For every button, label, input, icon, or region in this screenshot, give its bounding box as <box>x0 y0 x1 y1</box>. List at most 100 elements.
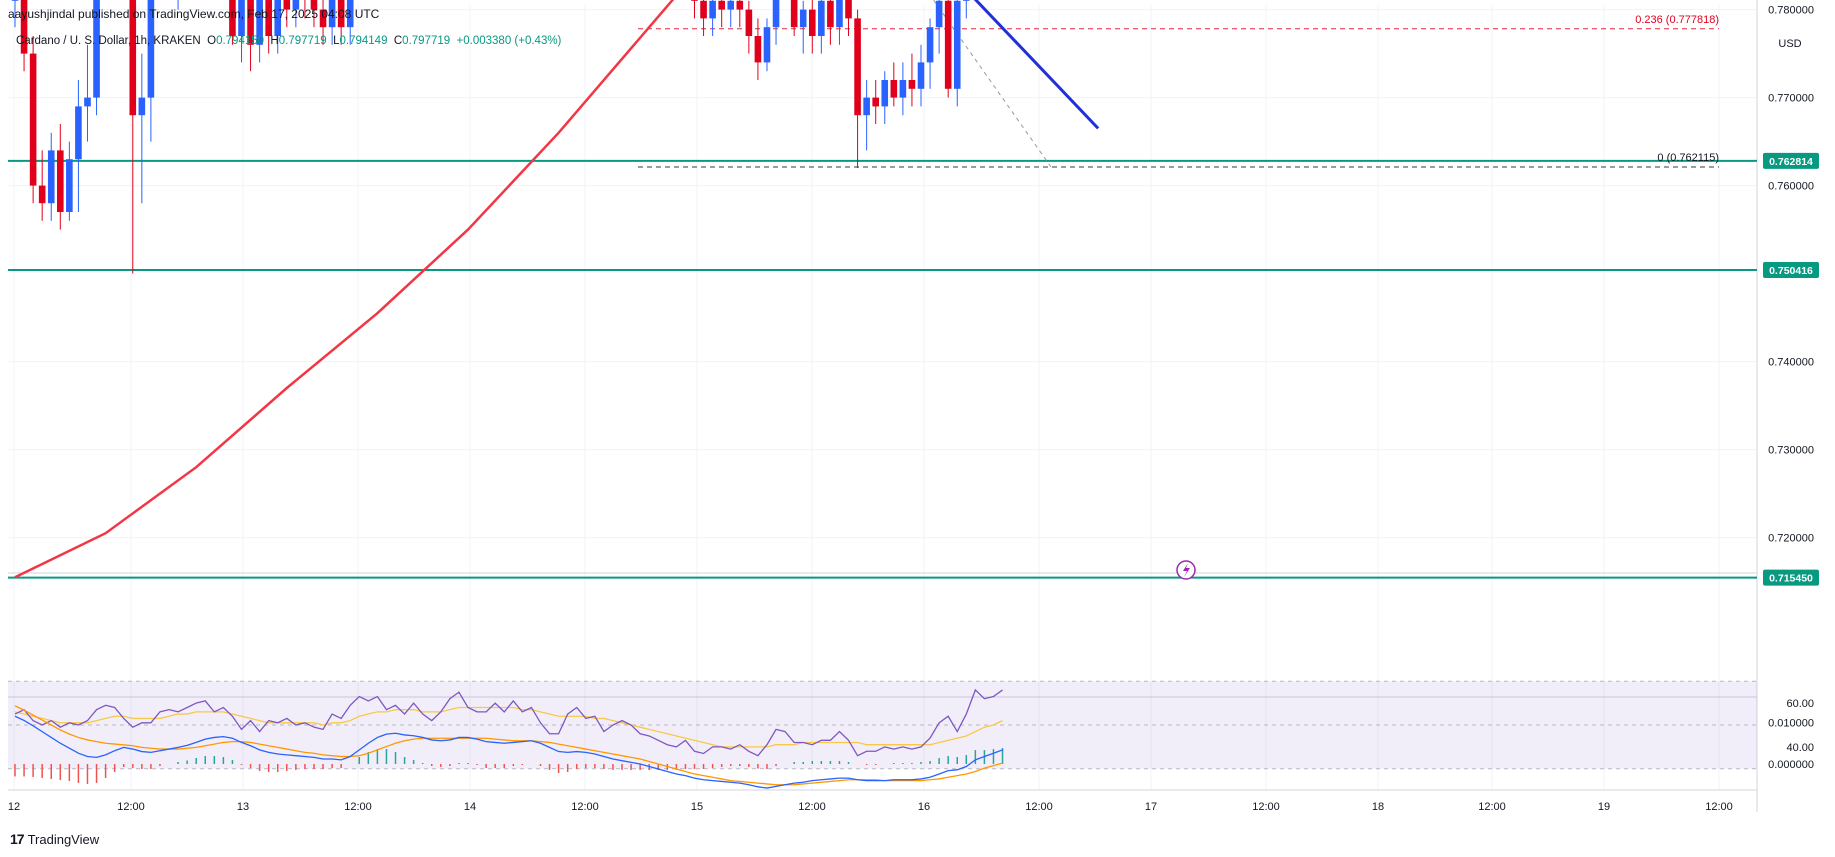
price-axis[interactable]: USD0.8200000.8100000.8000000.7900000.780… <box>993 0 1819 771</box>
candle <box>337 0 345 45</box>
candle-body <box>138 97 146 116</box>
candle-body <box>147 0 155 98</box>
candle <box>827 0 834 45</box>
macd-tick-label: 0.000000 <box>1768 759 1814 771</box>
candle-body <box>827 0 834 28</box>
candle-body <box>75 106 82 160</box>
time-tick-label: 18 <box>1372 801 1384 813</box>
candle <box>790 0 798 36</box>
candle-body <box>872 97 879 107</box>
candle <box>772 0 780 45</box>
candle-body <box>328 0 336 28</box>
candle-body <box>863 97 870 116</box>
macd-signal-line <box>14 705 1003 786</box>
candle-body <box>20 0 28 54</box>
candle-body <box>836 0 843 28</box>
candle <box>66 141 73 221</box>
trendline-line[interactable] <box>579 0 1100 130</box>
candle-body <box>29 53 37 186</box>
candle <box>899 62 907 116</box>
horizontal-levels <box>8 159 1757 579</box>
candle <box>845 0 852 36</box>
candle-body <box>935 0 943 28</box>
candle-body <box>953 0 961 89</box>
time-tick-label: 12:00 <box>117 801 145 813</box>
level-price-label: 0.750416 <box>1769 265 1813 277</box>
candle <box>890 62 898 107</box>
candle <box>75 80 82 212</box>
level-price-label: 0.715450 <box>1769 573 1813 585</box>
candle-body <box>881 80 889 107</box>
time-tick-label: 16 <box>918 801 930 813</box>
candle-body <box>700 0 707 19</box>
candle-body <box>84 97 91 107</box>
publish-info: aayushjindal published on TradingView.co… <box>8 7 380 21</box>
candle-body <box>283 0 291 10</box>
fibonacci-retracement[interactable]: 1 (0.828652)0.764 (0.812949)0.618 (0.803… <box>638 0 1719 168</box>
candle-body <box>845 0 852 19</box>
time-tick-label: 12:00 <box>571 801 599 813</box>
candle-body <box>47 150 55 204</box>
low-value: 0.794149 <box>339 35 388 47</box>
candle <box>20 0 28 72</box>
close-label: C <box>393 35 403 47</box>
candle <box>863 80 870 151</box>
candle-body <box>727 0 735 10</box>
candle-body <box>963 0 970 1</box>
rsi-tick-label: 40.00 <box>1786 742 1814 754</box>
time-tick-label: 13 <box>237 801 249 813</box>
candle-body <box>274 0 282 36</box>
time-axis[interactable]: 12 12:00 13 12:00 14 12:00 15 12:00 16 12:00 17 12:… <box>8 801 1733 813</box>
candle-body <box>691 0 698 1</box>
candle-body <box>790 0 798 28</box>
candle <box>229 0 236 45</box>
candle <box>292 0 300 28</box>
candle-body <box>799 9 807 28</box>
candle-body <box>247 0 254 45</box>
candle-body <box>899 80 907 98</box>
candle <box>283 0 291 28</box>
level-price-tag <box>1763 261 1819 278</box>
time-tick-label: 15 <box>691 801 703 813</box>
price-tick-label: 0.760000 <box>1768 181 1814 193</box>
candle-body <box>772 0 780 28</box>
change-value: +0.003380 (+0.43%) <box>456 35 562 47</box>
trendline[interactable] <box>579 0 1100 130</box>
candle-body <box>346 0 354 28</box>
candle <box>247 0 254 72</box>
candle <box>709 0 716 36</box>
candle-body <box>57 150 64 212</box>
candle <box>745 0 753 54</box>
candle <box>836 0 843 45</box>
level-price-label: 0.762814 <box>1769 156 1813 168</box>
currency-label: USD <box>1778 38 1801 50</box>
time-tick-label: 12:00 <box>1252 801 1280 813</box>
candle-body <box>917 62 925 89</box>
candle <box>963 0 970 19</box>
candle-body <box>310 0 318 10</box>
candle <box>953 0 961 107</box>
moving-average <box>14 0 675 579</box>
fib-level-label: 0.236 (0.777818) <box>1635 14 1719 26</box>
candle-body <box>265 0 272 36</box>
candle <box>917 44 925 107</box>
price-tick-label: 0.770000 <box>1768 93 1814 105</box>
rsi-band <box>8 680 1757 770</box>
candle <box>736 0 744 28</box>
close-value: 0.797719 <box>402 35 451 47</box>
candle-body <box>229 0 236 37</box>
tradingview-branding[interactable]: 17 TradingView <box>10 831 99 847</box>
symbol-legend: Cardano / U. S. Dollar, 1h, KRAKEN O0.79… <box>16 35 561 47</box>
candle <box>691 0 698 19</box>
candle-body <box>944 0 952 89</box>
tradingview-logo-icon: 17 <box>10 831 25 847</box>
time-tick-label: 12 <box>8 801 20 813</box>
candle-body <box>256 0 263 45</box>
fib-level-label: 0 (0.762115) <box>1657 152 1719 164</box>
candle <box>818 0 825 54</box>
candle-body <box>718 0 725 10</box>
candle <box>138 53 146 204</box>
candle <box>310 0 318 28</box>
time-tick-label: 12:00 <box>344 801 372 813</box>
